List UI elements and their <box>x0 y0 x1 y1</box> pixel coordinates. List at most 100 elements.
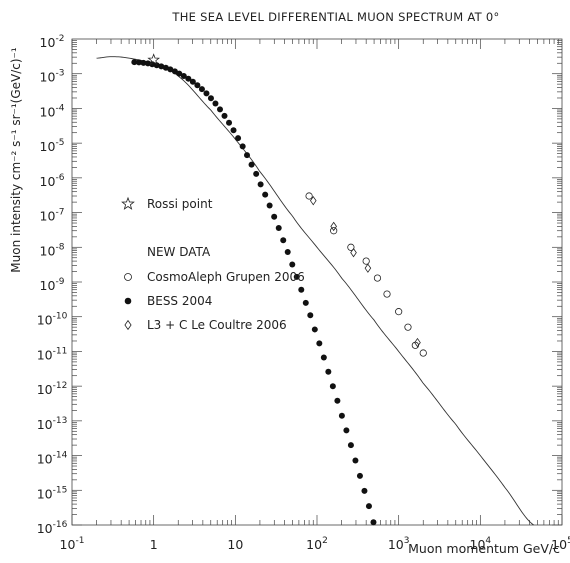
data-point <box>338 412 345 419</box>
y-tick-exponent: -4 <box>55 103 64 113</box>
y-tick-exponent: -11 <box>53 346 68 356</box>
y-tick-base: 10 <box>37 347 53 362</box>
y-tick-exponent: -5 <box>55 138 64 148</box>
y-axis-label: Muon intensity cm⁻² s⁻¹ sr⁻¹(GeV/c)⁻¹ <box>9 47 23 273</box>
data-point <box>253 170 260 177</box>
y-tick-exponent: -8 <box>55 242 64 252</box>
data-point <box>194 82 201 89</box>
data-point <box>271 213 278 220</box>
y-tick-base: 10 <box>40 70 56 85</box>
data-point <box>176 70 183 77</box>
y-tick-base: 10 <box>37 521 53 536</box>
y-tick-exponent: -2 <box>55 34 64 44</box>
x-tick-base: 10 <box>227 537 243 552</box>
y-tick-exponent: -10 <box>53 312 68 322</box>
y-tick-labels: 10-210-310-410-510-610-710-810-910-1010-… <box>37 34 68 536</box>
y-tick-base: 10 <box>37 486 53 501</box>
data-point <box>280 237 287 244</box>
data-point <box>147 53 160 66</box>
legend-marker <box>124 273 132 281</box>
data-point <box>316 340 323 347</box>
data-point <box>395 308 403 316</box>
data-point <box>343 427 350 434</box>
x-tick-exponent: 2 <box>322 536 328 546</box>
data-point <box>180 72 187 79</box>
data-point <box>226 119 233 126</box>
data-point <box>361 487 368 494</box>
y-tick-base: 10 <box>40 35 56 50</box>
chart-title: THE SEA LEVEL DIFFERENTIAL MUON SPECTRUM… <box>171 10 499 24</box>
data-point <box>262 191 269 198</box>
data-point <box>235 135 242 142</box>
data-point <box>203 90 210 97</box>
data-point <box>230 127 237 134</box>
axis-ticks <box>71 39 563 526</box>
y-tick-label: 10-3 <box>40 69 65 85</box>
data-point <box>131 59 138 66</box>
y-tick-label: 10-2 <box>40 34 65 50</box>
x-tick-base: 10 <box>551 537 567 552</box>
x-tick-label: 103 <box>388 536 410 552</box>
data-point <box>311 326 318 333</box>
y-tick-base: 10 <box>40 139 56 154</box>
data-point <box>189 78 196 85</box>
data-point <box>329 383 336 390</box>
data-points-layer <box>131 53 427 526</box>
y-tick-label: 10-9 <box>40 277 65 293</box>
legend-label: CosmoAleph Grupen 2006 <box>147 270 305 284</box>
data-point <box>216 106 223 113</box>
data-point <box>185 75 192 82</box>
legend-header: NEW DATA <box>147 245 211 259</box>
y-tick-label: 10-5 <box>40 138 65 154</box>
data-point <box>293 273 300 280</box>
data-point <box>212 100 219 107</box>
y-tick-exponent: -13 <box>53 416 68 426</box>
data-point <box>198 86 205 93</box>
legend-marker <box>124 319 132 331</box>
y-tick-base: 10 <box>40 104 56 119</box>
y-tick-exponent: -14 <box>53 451 68 461</box>
data-point <box>362 257 370 265</box>
data-point <box>158 63 165 70</box>
data-point <box>404 323 412 331</box>
data-point <box>352 457 359 464</box>
y-tick-exponent: -16 <box>53 520 68 530</box>
y-tick-label: 10-13 <box>37 416 68 432</box>
legend-marker <box>124 297 132 305</box>
data-point <box>302 299 309 306</box>
y-tick-exponent: -7 <box>55 208 64 218</box>
y-tick-label: 10-8 <box>40 242 65 258</box>
legend-label: Rossi point <box>147 197 213 211</box>
x-tick-exponent: -1 <box>75 536 84 546</box>
x-tick-exponent: 3 <box>404 536 410 546</box>
data-point <box>305 192 313 200</box>
x-tick-label: 104 <box>470 536 492 552</box>
data-point <box>364 263 372 273</box>
y-tick-exponent: -9 <box>55 277 64 287</box>
data-point <box>419 349 427 357</box>
y-tick-label: 10-11 <box>37 346 68 362</box>
y-tick-label: 10-14 <box>37 451 68 467</box>
data-point <box>347 442 354 449</box>
x-tick-label: 10-1 <box>60 536 85 552</box>
x-tick-label: 105 <box>551 536 570 552</box>
data-point <box>325 368 332 375</box>
y-tick-label: 10-6 <box>40 173 65 189</box>
y-tick-label: 10-4 <box>40 103 65 119</box>
y-tick-base: 10 <box>37 382 53 397</box>
x-tick-labels: 10-1 1 10 102 103 104 105 <box>60 536 570 552</box>
data-point <box>334 397 341 404</box>
x-tick-label: 102 <box>306 536 328 552</box>
x-tick-base: 10 <box>60 537 76 552</box>
y-tick-base: 10 <box>40 278 56 293</box>
y-tick-label: 10-10 <box>37 312 68 328</box>
data-point <box>320 354 327 361</box>
data-point <box>370 519 377 526</box>
legend-label: L3 + C Le Coultre 2006 <box>147 318 287 332</box>
data-point <box>365 503 372 510</box>
y-tick-exponent: -3 <box>55 69 64 79</box>
y-tick-exponent: -15 <box>53 485 68 495</box>
y-tick-base: 10 <box>37 313 53 328</box>
